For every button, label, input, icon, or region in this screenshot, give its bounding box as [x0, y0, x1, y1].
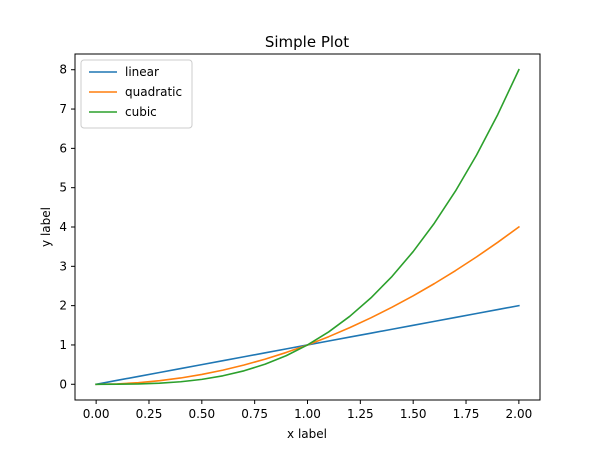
- x-tick-label: 0.00: [83, 407, 110, 421]
- x-tick-label: 0.50: [188, 407, 215, 421]
- y-tick-label: 7: [59, 102, 67, 116]
- y-tick-label: 1: [59, 338, 67, 352]
- chart-title: Simple Plot: [265, 33, 349, 51]
- series-line-quadratic: [95, 225, 520, 386]
- y-tick-label: 2: [59, 299, 67, 313]
- series-line-cubic: [95, 68, 520, 386]
- y-axis-label: y label: [39, 207, 53, 247]
- x-axis: 0.00 0.25 0.50 0.75 1.00 1.25 1.50 1.75 2.00: [83, 400, 532, 421]
- legend: linear quadratic cubic: [80, 59, 193, 129]
- x-tick-label: 1.00: [294, 407, 321, 421]
- y-tick-label: 6: [59, 141, 67, 155]
- y-tick-label: 4: [59, 220, 67, 234]
- plot-area: [95, 68, 520, 386]
- x-tick-label: 1.50: [400, 407, 427, 421]
- legend-label-linear: linear: [125, 65, 159, 79]
- x-tick-label: 0.75: [241, 407, 268, 421]
- x-tick-label: 1.75: [453, 407, 480, 421]
- y-tick-label: 8: [59, 63, 67, 77]
- y-tick-label: 5: [59, 181, 67, 195]
- x-tick-label: 2.00: [506, 407, 533, 421]
- x-tick-label: 0.25: [136, 407, 163, 421]
- y-axis: 0 1 2 3 4 5 6 7 8: [59, 63, 75, 391]
- x-tick-label: 1.25: [347, 407, 374, 421]
- legend-box: [80, 59, 193, 129]
- legend-label-quadratic: quadratic: [125, 85, 182, 99]
- x-axis-label: x label: [287, 427, 327, 441]
- y-tick-label: 3: [59, 259, 67, 273]
- legend-label-cubic: cubic: [125, 105, 157, 119]
- y-tick-label: 0: [59, 377, 67, 391]
